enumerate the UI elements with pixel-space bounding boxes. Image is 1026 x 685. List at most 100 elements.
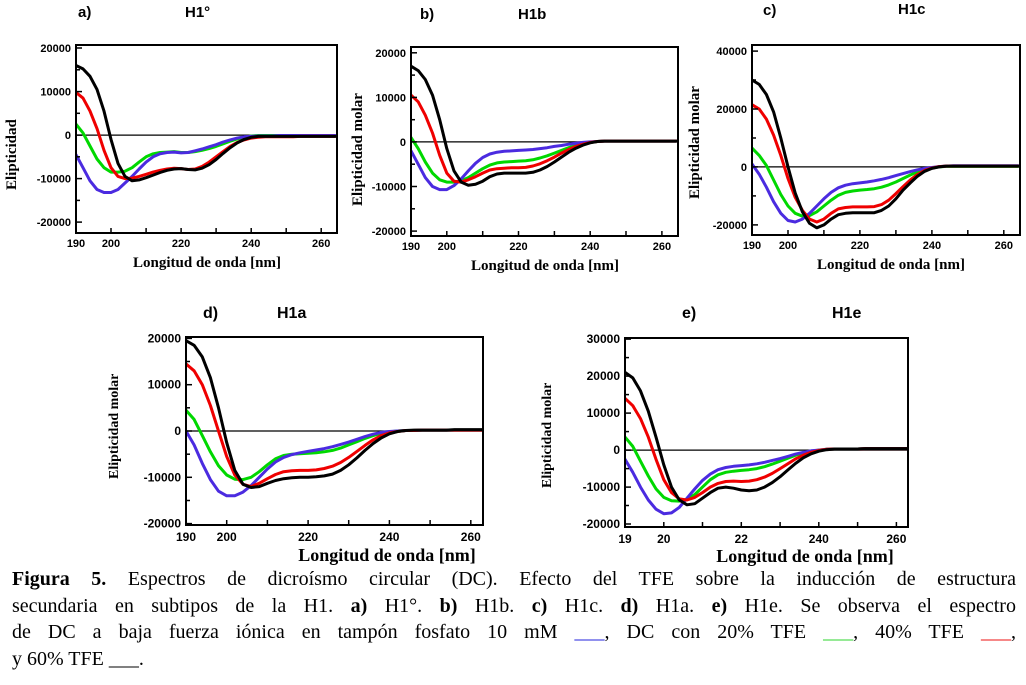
y-tick-label: 20000 <box>40 43 71 55</box>
chart-canvas-c: 190 200 220 240 260 40000 20000 0 -20000 <box>713 44 1021 252</box>
legend-line-sample: ___ <box>981 621 1011 643</box>
caption-text: H1c. <box>547 594 621 617</box>
y-tick-label: -10000 <box>372 182 406 194</box>
panel-label-e: e) <box>682 305 697 322</box>
y-tick-label: 20000 <box>587 369 621 383</box>
caption-line-2: secundaria en subtipos de la H1. a) H1°.… <box>12 593 1016 620</box>
caption-text: e) <box>711 594 728 617</box>
curve-60pct-TFE <box>186 339 483 489</box>
chart-canvas-b: 190 200 220 240 260 20000 10000 0 -10000 -20000 <box>372 46 679 253</box>
x-axis-label-b: Longitud de onda [nm] <box>471 258 619 274</box>
panel-label-b: b) <box>420 6 435 23</box>
panel-label-d: d) <box>203 305 219 322</box>
y-tick-label: -20000 <box>144 517 182 531</box>
caption-line-1: Figura 5. Espectros de dicroísmo circula… <box>12 566 1016 593</box>
x-tick-label: 220 <box>298 530 318 544</box>
curve-20pct-TFE <box>625 435 908 503</box>
x-tick-label: 22 <box>735 532 749 546</box>
y-tick-label: 0 <box>400 137 406 149</box>
x-tick-label: 200 <box>217 530 237 544</box>
axes-frame <box>75 44 338 234</box>
caption-text: , 40% TFE <box>853 621 981 643</box>
x-tick-label: 190 <box>743 240 761 252</box>
caption-text: y 60% TFE <box>12 647 109 670</box>
chart-panel-b: 190 200 220 240 260 20000 10000 0 -10000 -20000 b… <box>342 0 684 292</box>
y-tick-label: -20000 <box>37 217 71 229</box>
y-tick-label: -20000 <box>372 226 406 238</box>
curve-60pct-TFE <box>411 64 678 187</box>
caption-text: H1e. Se observa el espectro <box>727 594 1016 617</box>
chart-canvas-d: 190 200 220 240 260 20000 10000 0 -10000 -20000 <box>144 331 484 544</box>
chart-canvas-a: 190 200 220 240 260 20000 10000 0 -10000 -20000 <box>37 43 338 250</box>
caption-text: Figura 5. <box>12 568 107 590</box>
curve-40pct-TFE <box>186 362 483 489</box>
x-tick-label: 200 <box>779 240 797 252</box>
x-tick-label: 260 <box>995 240 1013 252</box>
chart-title-a: H1° <box>185 4 211 21</box>
chart-panel-e: 19 20 22 240 260 30000 20000 10000 0 -10000 -20000… <box>530 295 930 567</box>
y-tick-label: 10000 <box>40 87 71 99</box>
x-axis-label-c: Longitud de onda [nm] <box>817 257 965 273</box>
x-tick-label: 240 <box>923 240 941 252</box>
chart-panel-d: 190 200 220 240 260 20000 10000 0 -10000 -20000 d… <box>100 295 500 567</box>
x-tick-label: 19 <box>618 532 632 546</box>
y-tick-label: 10000 <box>375 92 406 104</box>
curve-60pct-TFE <box>625 370 908 507</box>
x-axis-label-a: Longitud de onda [nm] <box>133 255 281 271</box>
x-tick-label: 190 <box>67 238 85 250</box>
y-axis-label-d: Elipticidad molar <box>107 373 122 479</box>
y-tick-label: -20000 <box>583 517 621 531</box>
caption-text: H1°. <box>367 594 440 617</box>
y-tick-label: -10000 <box>144 470 182 484</box>
curve-40pct-TFE <box>752 103 1020 224</box>
y-tick-label: -10000 <box>583 480 621 494</box>
chart-title-e: H1e <box>832 305 862 322</box>
y-tick-label: 10000 <box>148 378 182 392</box>
chart-title-c: H1c <box>898 1 926 18</box>
caption-text: Espectros de dicroísmo circular (DC). Ef… <box>106 568 1016 590</box>
x-tick-label: 220 <box>172 238 190 250</box>
legend-line-sample: ___ <box>108 647 139 670</box>
panel-label-c: c) <box>763 2 777 19</box>
x-tick-label: 220 <box>851 240 869 252</box>
x-tick-label: 260 <box>653 241 671 253</box>
axes-frame <box>624 337 909 528</box>
caption-text: secundaria en subtipos de la H1. <box>12 594 351 617</box>
y-tick-label: 0 <box>741 162 747 174</box>
caption-text: . <box>138 647 144 670</box>
curve-60pct-TFE <box>76 64 337 183</box>
x-tick-label: 260 <box>886 532 906 546</box>
y-axis-label-b: Elipticidad molar <box>350 93 366 206</box>
caption-line-3: de DC a baja fuerza iónica en tampón fos… <box>12 619 1016 646</box>
y-tick-label: 40000 <box>716 46 747 58</box>
y-tick-label: 0 <box>174 424 181 438</box>
caption-text: H1b. <box>457 594 532 617</box>
caption-text: , DC con 20% TFE <box>604 621 824 643</box>
y-tick-label: -20000 <box>713 220 747 232</box>
chart-panel-a: 190 200 220 240 260 20000 10000 0 -10000 -20000 a… <box>0 0 342 292</box>
x-tick-label: 220 <box>509 241 527 253</box>
y-tick-label: 20000 <box>148 331 182 345</box>
panel-label-a: a) <box>78 4 92 21</box>
x-tick-label: 240 <box>379 530 399 544</box>
curve-60pct-TFE <box>752 78 1020 230</box>
x-tick-label: 20 <box>657 532 671 546</box>
y-axis-label-e: Elipticidad molar <box>540 382 555 488</box>
chart-panel-c: 190 200 220 240 260 40000 20000 0 -20000 c) H1c … <box>684 0 1026 292</box>
caption-line-4: y 60% TFE ___. <box>12 646 1016 673</box>
x-tick-label: 190 <box>402 241 420 253</box>
y-tick-label: 30000 <box>587 332 621 346</box>
x-tick-label: 240 <box>581 241 599 253</box>
x-tick-label: 240 <box>809 532 829 546</box>
legend-line-sample: ___ <box>823 621 854 643</box>
x-tick-label: 200 <box>438 241 456 253</box>
y-tick-label: 0 <box>613 443 620 457</box>
x-tick-label: 260 <box>461 530 481 544</box>
y-tick-label: 20000 <box>716 104 747 116</box>
figure-caption: Figura 5. Espectros de dicroísmo circula… <box>12 566 1016 672</box>
caption-text: H1a. <box>638 594 712 617</box>
x-tick-label: 240 <box>242 238 260 250</box>
caption-text: a) <box>350 594 368 617</box>
y-tick-label: -10000 <box>37 174 71 186</box>
